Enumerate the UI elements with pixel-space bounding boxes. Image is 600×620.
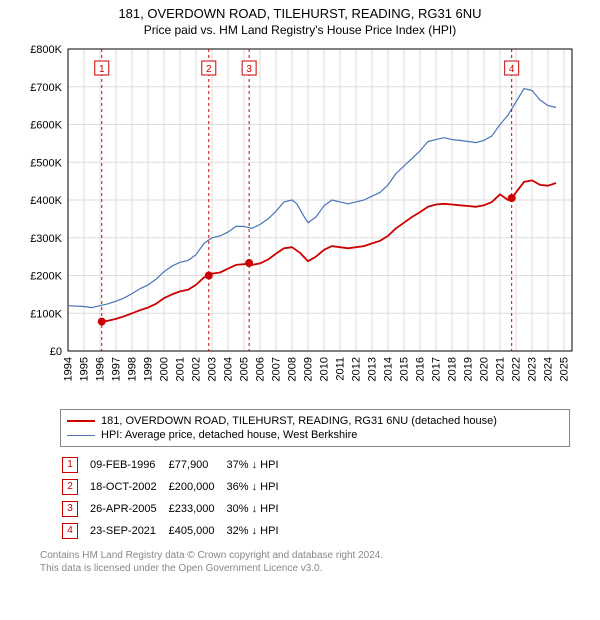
marker-price: £77,900 [169, 455, 225, 475]
svg-text:2017: 2017 [430, 357, 442, 381]
chart-title: 181, OVERDOWN ROAD, TILEHURST, READING, … [0, 0, 600, 21]
svg-text:£0: £0 [50, 346, 62, 358]
svg-text:2008: 2008 [286, 357, 298, 381]
svg-text:£100K: £100K [30, 308, 62, 320]
svg-text:2007: 2007 [270, 357, 282, 381]
marker-date: 23-SEP-2021 [90, 521, 167, 541]
svg-text:2001: 2001 [174, 357, 186, 381]
legend-swatch [67, 435, 95, 436]
marker-num-box: 4 [62, 521, 88, 541]
svg-text:1: 1 [99, 64, 105, 75]
svg-text:1994: 1994 [62, 357, 74, 381]
footer-line-2: This data is licensed under the Open Gov… [40, 562, 570, 575]
marker-price: £233,000 [169, 499, 225, 519]
marker-date: 09-FEB-1996 [90, 455, 167, 475]
svg-text:2014: 2014 [382, 357, 394, 381]
svg-text:£600K: £600K [30, 120, 62, 132]
svg-text:2016: 2016 [414, 357, 426, 381]
svg-text:2021: 2021 [494, 357, 506, 381]
line-chart-svg: £0 £100K £200K £300K £400K £500K £600K £700K £80… [20, 41, 580, 401]
svg-text:2005: 2005 [238, 357, 250, 381]
marker-pct: 37% ↓ HPI [227, 455, 289, 475]
marker-num-box: 1 [62, 455, 88, 475]
marker-pct: 36% ↓ HPI [227, 477, 289, 497]
marker-date: 18-OCT-2002 [90, 477, 167, 497]
svg-text:2004: 2004 [222, 357, 234, 381]
legend-label: HPI: Average price, detached house, West… [101, 429, 357, 441]
svg-text:2002: 2002 [190, 357, 202, 381]
svg-text:2015: 2015 [398, 357, 410, 381]
svg-text:1997: 1997 [110, 357, 122, 381]
legend-swatch [67, 420, 95, 422]
marker-row: 109-FEB-1996£77,90037% ↓ HPI [62, 455, 289, 475]
svg-text:1999: 1999 [142, 357, 154, 381]
marker-date: 26-APR-2005 [90, 499, 167, 519]
svg-text:£700K: £700K [30, 82, 62, 94]
svg-text:2019: 2019 [462, 357, 474, 381]
svg-text:1996: 1996 [94, 357, 106, 381]
marker-pct: 30% ↓ HPI [227, 499, 289, 519]
svg-text:£800K: £800K [30, 44, 62, 56]
svg-text:2023: 2023 [526, 357, 538, 381]
svg-text:2000: 2000 [158, 357, 170, 381]
legend-row: HPI: Average price, detached house, West… [67, 428, 563, 442]
svg-text:2018: 2018 [446, 357, 458, 381]
svg-text:2025: 2025 [558, 357, 570, 381]
svg-text:2011: 2011 [334, 357, 346, 381]
svg-text:£200K: £200K [30, 271, 62, 283]
marker-pct: 32% ↓ HPI [227, 521, 289, 541]
svg-text:2020: 2020 [478, 357, 490, 381]
marker-num-box: 3 [62, 499, 88, 519]
marker-row: 326-APR-2005£233,00030% ↓ HPI [62, 499, 289, 519]
marker-num-box: 2 [62, 477, 88, 497]
svg-text:£500K: £500K [30, 157, 62, 169]
footer-line-1: Contains HM Land Registry data © Crown c… [40, 549, 570, 562]
svg-text:£300K: £300K [30, 233, 62, 245]
marker-price: £200,000 [169, 477, 225, 497]
svg-text:2013: 2013 [366, 357, 378, 381]
svg-text:2009: 2009 [302, 357, 314, 381]
svg-text:£400K: £400K [30, 195, 62, 207]
marker-table: 109-FEB-1996£77,90037% ↓ HPI218-OCT-2002… [60, 453, 291, 543]
legend-row: 181, OVERDOWN ROAD, TILEHURST, READING, … [67, 414, 563, 428]
svg-text:2012: 2012 [350, 357, 362, 381]
marker-row: 423-SEP-2021£405,00032% ↓ HPI [62, 521, 289, 541]
svg-text:2003: 2003 [206, 357, 218, 381]
svg-text:4: 4 [509, 64, 515, 75]
svg-text:1995: 1995 [78, 357, 90, 381]
svg-text:2006: 2006 [254, 357, 266, 381]
svg-text:1998: 1998 [126, 357, 138, 381]
svg-text:2: 2 [206, 64, 212, 75]
svg-text:2010: 2010 [318, 357, 330, 381]
chart-area: £0 £100K £200K £300K £400K £500K £600K £700K £80… [20, 41, 580, 401]
svg-text:2024: 2024 [542, 357, 554, 381]
legend: 181, OVERDOWN ROAD, TILEHURST, READING, … [60, 409, 570, 447]
footer-attribution: Contains HM Land Registry data © Crown c… [40, 549, 570, 575]
svg-text:3: 3 [246, 64, 252, 75]
svg-text:2022: 2022 [510, 357, 522, 381]
marker-price: £405,000 [169, 521, 225, 541]
legend-label: 181, OVERDOWN ROAD, TILEHURST, READING, … [101, 415, 497, 427]
marker-row: 218-OCT-2002£200,00036% ↓ HPI [62, 477, 289, 497]
chart-subtitle: Price paid vs. HM Land Registry's House … [0, 21, 600, 41]
